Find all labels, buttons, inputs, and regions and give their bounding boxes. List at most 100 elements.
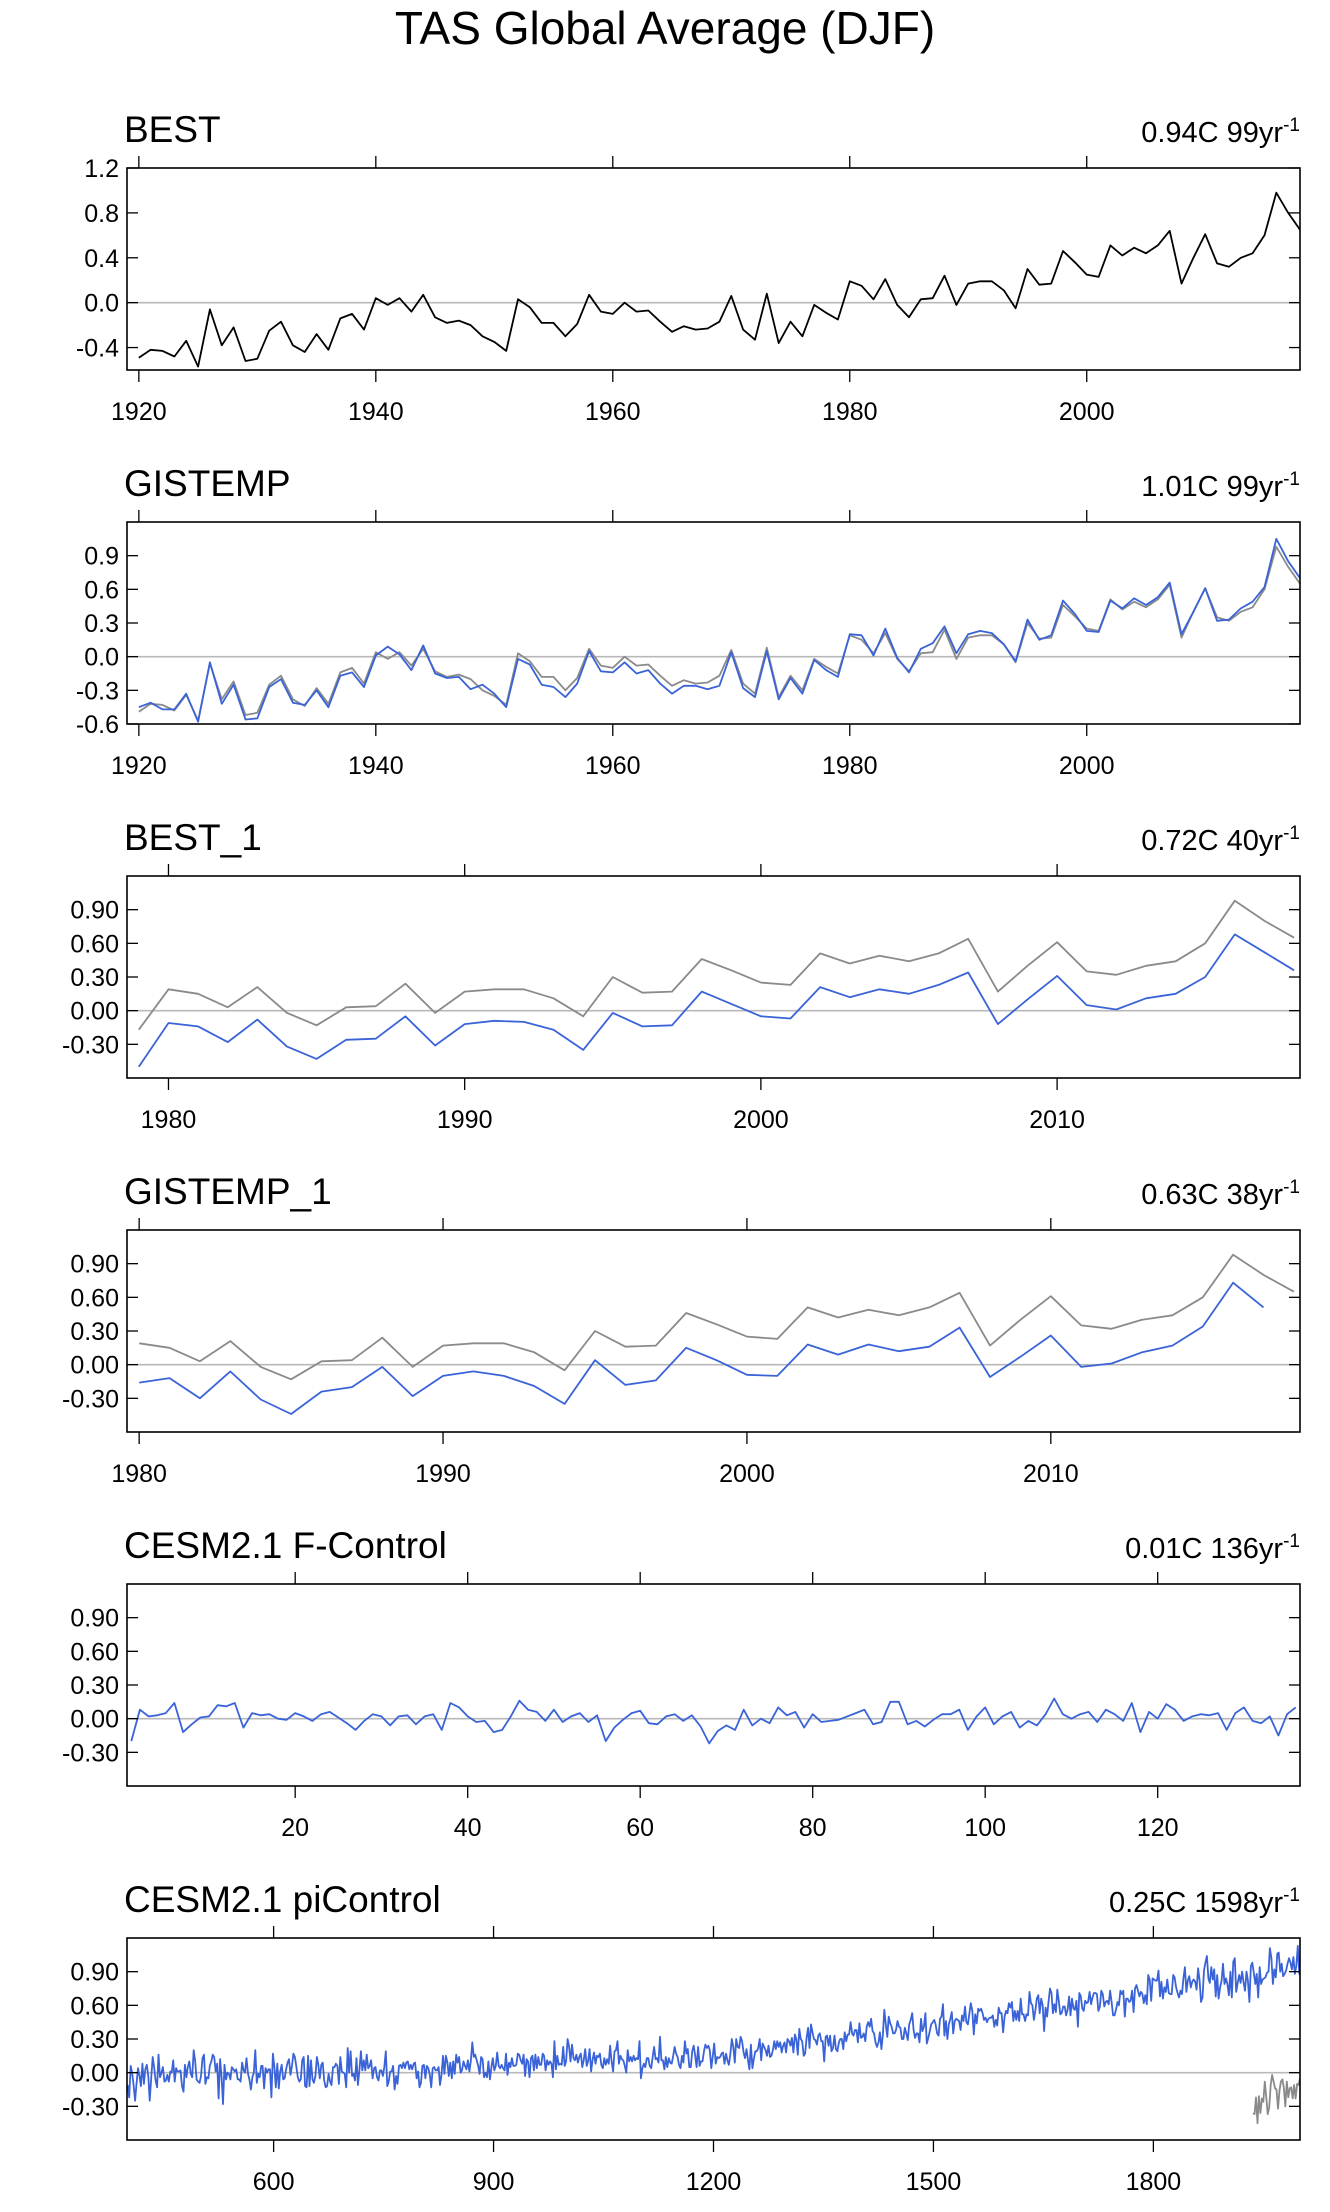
x-tick-label: 40 [454, 1814, 482, 1842]
y-tick-label: -0.3 [76, 677, 119, 705]
panel-1: BEST 0.94C 99yr-1 -0.4 0.0 0.4 0.8 1.2 1920 1940… [76, 109, 1301, 426]
series-line-best [138, 191, 1300, 368]
series-group [130, 1697, 1297, 1745]
x-tick-label: 1980 [141, 1106, 197, 1134]
series-line-gistemp-1 [139, 1281, 1265, 1415]
series-line-cesm2-1-picontrol [127, 1945, 1300, 2106]
y-tick-label: 0.90 [70, 1251, 119, 1279]
y-tick-label: 0.00 [70, 998, 119, 1026]
y-tick-label: 0.90 [70, 1605, 119, 1633]
x-tick-label: 600 [253, 2168, 295, 2196]
trend-value: 0.72C 40yr [1141, 825, 1283, 857]
y-tick-label: 0.60 [70, 1638, 119, 1666]
series-group [138, 537, 1300, 723]
y-tick-label: 0.0 [84, 644, 119, 672]
trend-unit-superscript: -1 [1283, 1885, 1300, 1906]
y-tick-label: 0.00 [70, 2060, 119, 2088]
panel-trend-label: 0.94C 99yr-1 [1141, 115, 1300, 149]
x-tick-label: 1200 [686, 2168, 742, 2196]
x-tick-label: 2010 [1029, 1106, 1085, 1134]
y-tick-label: 0.90 [70, 897, 119, 925]
series-line-best-reference [138, 899, 1295, 1031]
panel-trend-label: 0.72C 40yr-1 [1141, 823, 1300, 857]
x-tick-label: 1980 [822, 398, 878, 426]
y-tick-label: 0.4 [84, 245, 119, 273]
trend-value: 0.63C 38yr [1141, 1179, 1283, 1211]
panel-title: CESM2.1 F-Control [124, 1525, 447, 1566]
trend-value: 0.01C 136yr [1125, 1533, 1283, 1565]
y-tick-label: 0.60 [70, 930, 119, 958]
trend-value: 1.01C 99yr [1141, 471, 1283, 503]
plot-frame [126, 521, 1301, 725]
trend-unit-superscript: -1 [1283, 469, 1300, 490]
panel-title: BEST_1 [124, 817, 262, 858]
x-tick-label: 2000 [719, 1460, 775, 1488]
y-tick-label: -0.4 [76, 335, 119, 363]
x-tick-label: 900 [473, 2168, 515, 2196]
plot-frame [126, 1583, 1301, 1787]
y-tick-label: 0.30 [70, 2026, 119, 2054]
y-tick-label: -0.30 [62, 1031, 119, 1059]
y-tick-label: 0.00 [70, 1706, 119, 1734]
panel-title: GISTEMP_1 [124, 1171, 332, 1212]
series-line-cesm2-1-f-control [130, 1697, 1297, 1745]
y-tick-label: -0.30 [62, 1385, 119, 1413]
y-tick-label: 0.9 [84, 543, 119, 571]
y-tick-label: -0.6 [76, 711, 119, 739]
panel-title: CESM2.1 piControl [124, 1879, 441, 1920]
x-tick-label: 1960 [585, 752, 641, 780]
series-line-reference [1252, 2073, 1300, 2125]
x-tick-label: 100 [964, 1814, 1006, 1842]
x-tick-label: 1940 [348, 752, 404, 780]
y-tick-label: -0.30 [62, 2093, 119, 2121]
y-tick-label: 0.30 [70, 1672, 119, 1700]
plot-frame [126, 875, 1301, 1079]
y-tick-label: 0.0 [84, 290, 119, 318]
y-tick-label: 0.30 [70, 1318, 119, 1346]
figure-title: TAS Global Average (DJF) [395, 2, 935, 54]
y-tick-label: 0.8 [84, 200, 119, 228]
y-tick-label: -0.30 [62, 1739, 119, 1767]
x-tick-label: 120 [1137, 1814, 1179, 1842]
series-line-gistemp-reference [139, 1253, 1295, 1381]
x-tick-label: 1980 [111, 1460, 167, 1488]
trend-unit-superscript: -1 [1283, 823, 1300, 844]
series-group [139, 1253, 1295, 1415]
panel-2: GISTEMP 1.01C 99yr-1 -0.6 -0.3 0.0 0.3 0.6 0.9 1… [76, 463, 1301, 780]
y-tick-label: 0.30 [70, 964, 119, 992]
panel-trend-label: 0.01C 136yr-1 [1125, 1531, 1300, 1565]
panel-trend-label: 0.63C 38yr-1 [1141, 1177, 1300, 1211]
y-tick-label: 0.3 [84, 610, 119, 638]
trend-value: 0.25C 1598yr [1109, 1887, 1283, 1919]
x-tick-label: 1800 [1126, 2168, 1182, 2196]
x-tick-label: 2000 [1059, 752, 1115, 780]
x-tick-label: 1990 [415, 1460, 471, 1488]
panel-title: GISTEMP [124, 463, 291, 504]
x-tick-label: 1960 [585, 398, 641, 426]
x-tick-label: 20 [281, 1814, 309, 1842]
series-group [138, 899, 1295, 1068]
series-line-gistemp [138, 537, 1300, 723]
y-tick-label: 0.60 [70, 1992, 119, 2020]
x-tick-label: 80 [799, 1814, 827, 1842]
x-tick-label: 60 [626, 1814, 654, 1842]
x-tick-label: 1980 [822, 752, 878, 780]
y-tick-label: 0.6 [84, 576, 119, 604]
y-tick-label: 0.60 [70, 1284, 119, 1312]
x-tick-label: 2000 [1059, 398, 1115, 426]
x-tick-label: 2010 [1023, 1460, 1079, 1488]
y-tick-label: 1.2 [84, 155, 119, 183]
trend-unit-superscript: -1 [1283, 115, 1300, 136]
trend-value: 0.94C 99yr [1141, 117, 1283, 149]
y-tick-label: 0.90 [70, 1959, 119, 1987]
panel-3: BEST_1 0.72C 40yr-1 -0.30 0.00 0.30 0.60 0.90 1… [62, 817, 1301, 1134]
series-line-best-1 [138, 933, 1295, 1068]
panel-title: BEST [124, 109, 221, 150]
x-tick-label: 2000 [733, 1106, 789, 1134]
panel-trend-label: 0.25C 1598yr-1 [1109, 1885, 1300, 1919]
series-group [138, 191, 1300, 368]
trend-unit-superscript: -1 [1283, 1177, 1300, 1198]
y-tick-label: 0.00 [70, 1352, 119, 1380]
